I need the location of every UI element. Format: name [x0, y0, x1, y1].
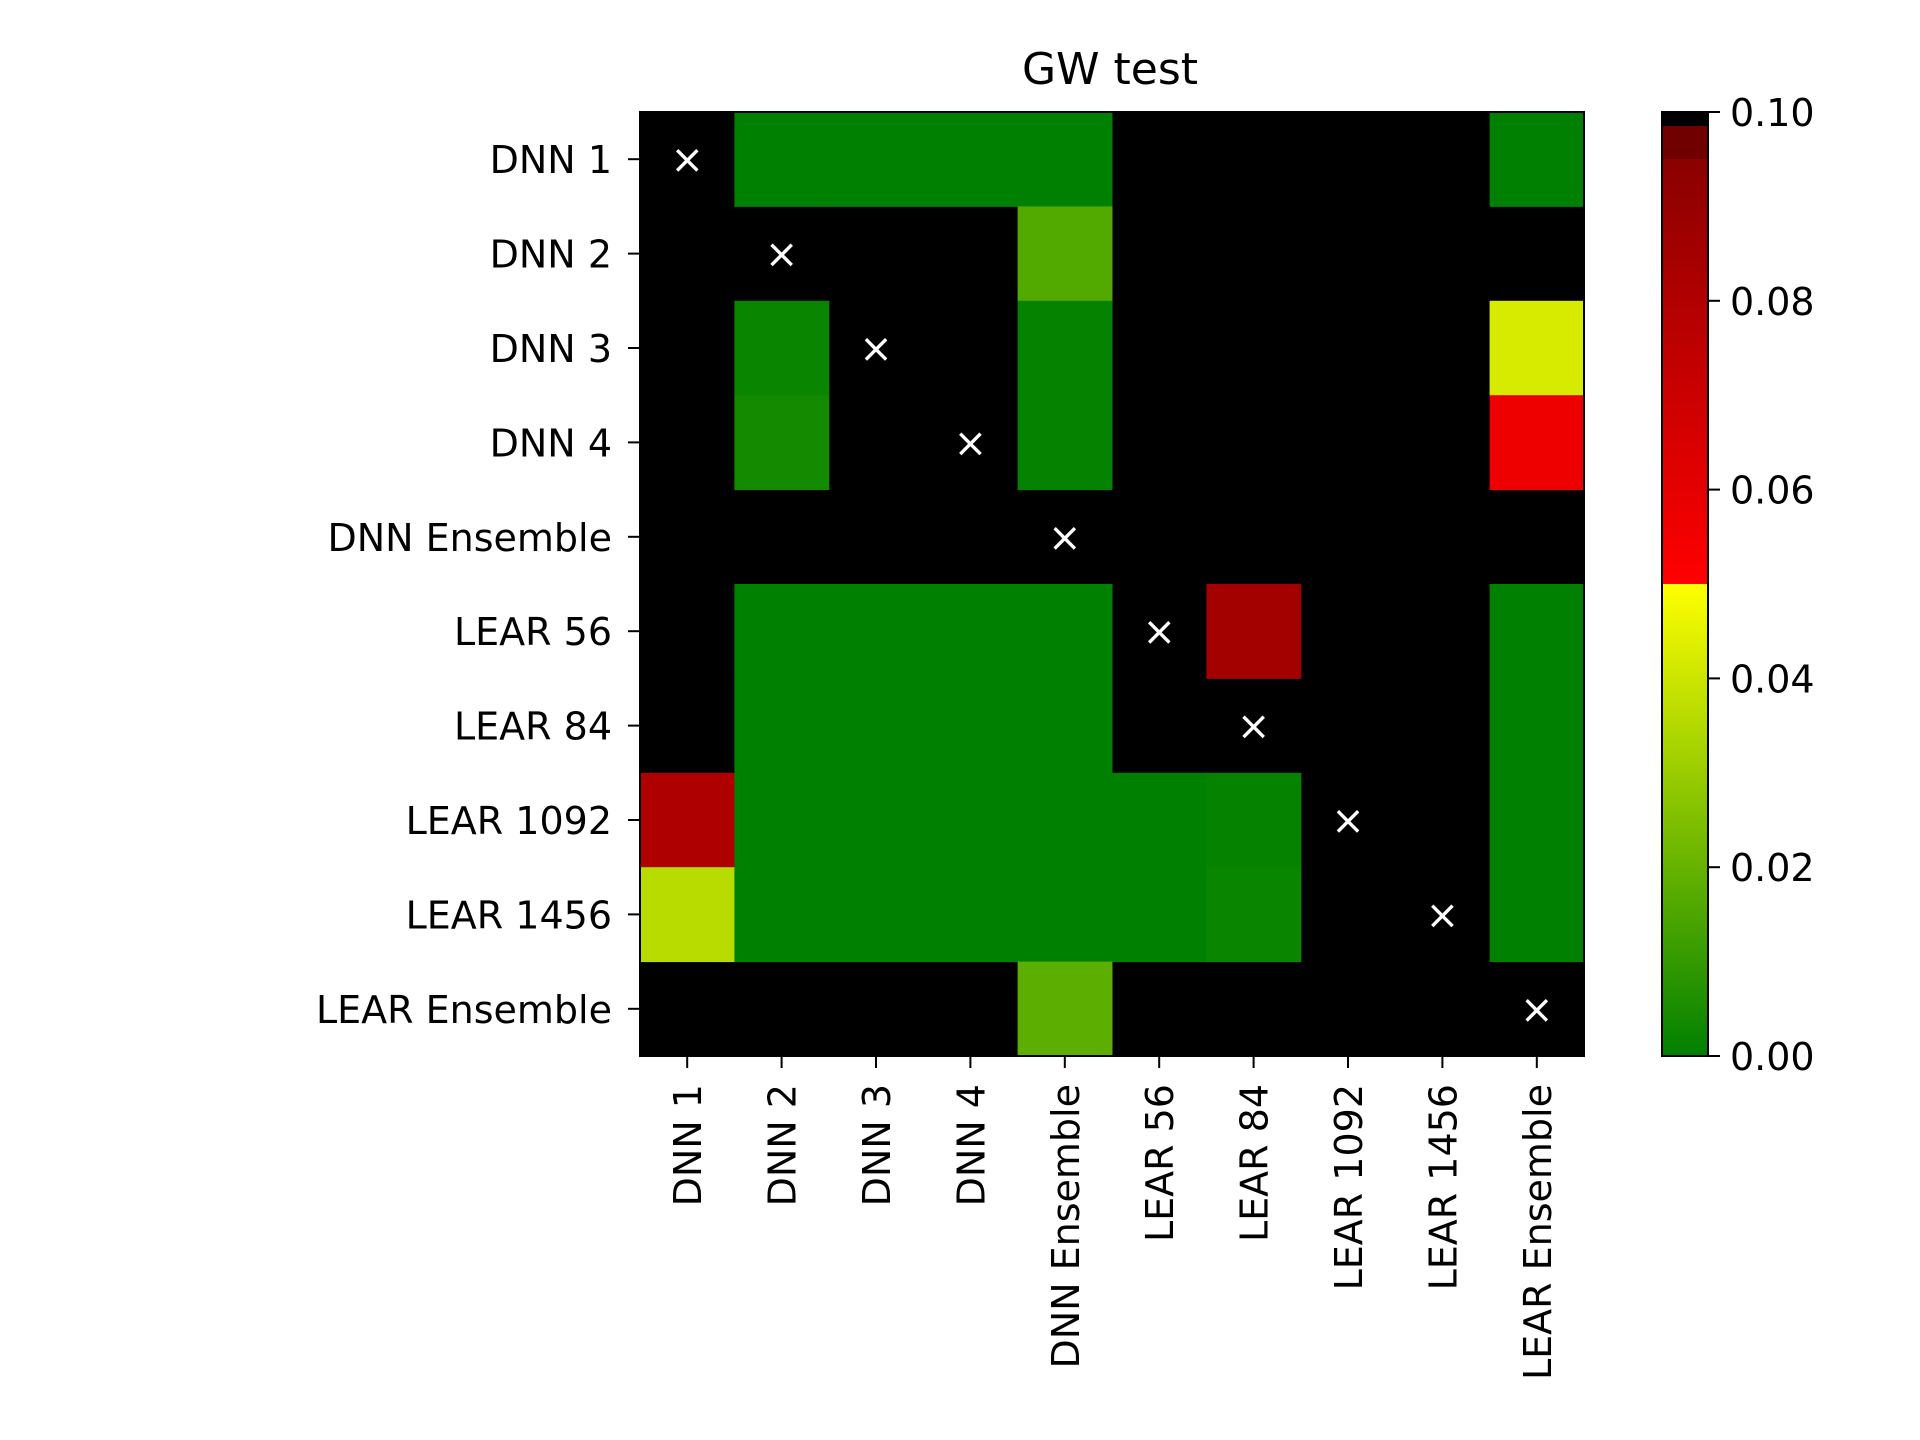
colorbar-tick-label: 0.00: [1730, 1035, 1815, 1079]
x-tick-label: DNN 4: [949, 1084, 993, 1206]
heatmap-cell: [1489, 584, 1585, 679]
heatmap-cell: [734, 112, 830, 207]
heatmap-cell: [734, 678, 830, 774]
heatmap-cell: [1489, 395, 1585, 491]
colorbar-gradient: [1661, 111, 1709, 1057]
colorbar: 0.00 0.02 0.04 0.06 0.08 0.10: [1661, 91, 1815, 1079]
heatmap-cell: [828, 772, 924, 868]
heatmap-cell: [734, 300, 830, 396]
heatmap-cell: [734, 867, 830, 963]
diagonal-marker: ×: [954, 420, 988, 466]
y-tick-label: LEAR Ensemble: [316, 988, 612, 1032]
x-tick-label: LEAR 1456: [1421, 1084, 1465, 1290]
heatmap-cell: [1112, 867, 1207, 963]
y-tick-label: DNN 2: [490, 233, 612, 277]
diagonal-marker: ×: [1426, 892, 1460, 938]
y-tick-label: LEAR 84: [454, 705, 612, 749]
colorbar-tick-label: 0.08: [1730, 280, 1815, 324]
heatmap-cell: [1017, 961, 1113, 1057]
heatmap-cell: [923, 678, 1019, 774]
heatmap-cell: [923, 772, 1019, 868]
heatmap-cell: [1489, 772, 1585, 868]
y-tick-label: DNN 3: [490, 327, 612, 371]
heatmap-cell: [1206, 867, 1302, 963]
y-axis: DNN 1 DNN 2 DNN 3 DNN 4 DNN Ensemble LEAR 56 L…: [316, 138, 640, 1032]
x-tick-label: DNN 3: [855, 1084, 899, 1206]
diagonal-markers: × × × × × × × × × ×: [670, 137, 1553, 1033]
chart-title: GW test: [1022, 44, 1198, 95]
heatmap-cell: [640, 867, 735, 963]
diagonal-marker: ×: [1520, 987, 1554, 1033]
heatmap-cell: [1017, 678, 1113, 774]
x-tick-label: LEAR 1092: [1327, 1084, 1371, 1290]
heatmap-cell: [1489, 678, 1585, 774]
heatmap-cell: [1489, 112, 1585, 207]
heatmap-cell: [1489, 867, 1585, 963]
heatmap-cell: [1206, 584, 1302, 679]
heatmap-cell: [828, 678, 924, 774]
x-tick-label: DNN 2: [761, 1084, 805, 1206]
y-tick-label: LEAR 1456: [406, 893, 612, 937]
heatmap-cell: [828, 584, 924, 679]
plot-frame: [639, 111, 1585, 1057]
diagonal-marker: ×: [1331, 798, 1365, 844]
heatmap-cell: [1206, 772, 1302, 868]
heatmap-cell: [1489, 300, 1585, 396]
heatmap-cell: [734, 584, 830, 679]
diagonal-marker: ×: [765, 232, 799, 278]
heatmap-cell: [923, 112, 1019, 207]
heatmap-cell: [1017, 112, 1113, 207]
x-tick-label: LEAR 84: [1233, 1084, 1277, 1242]
heatmap-cell: [828, 112, 924, 207]
y-tick-label: LEAR 1092: [406, 799, 612, 843]
diagonal-marker: ×: [670, 137, 704, 183]
heatmap-cell: [734, 772, 830, 868]
diagonal-marker: ×: [1048, 515, 1082, 561]
heatmap-cell: [828, 867, 924, 963]
colorbar-tick-label: 0.06: [1730, 469, 1815, 513]
x-tick-label: LEAR 56: [1138, 1084, 1182, 1242]
y-tick-label: LEAR 56: [454, 610, 612, 654]
x-tick-label: DNN 1: [666, 1084, 710, 1206]
x-tick-label: LEAR Ensemble: [1516, 1084, 1560, 1380]
heatmap-cell: [1017, 395, 1113, 491]
heatmap-cell: [923, 867, 1019, 963]
y-tick-label: DNN 4: [490, 421, 612, 465]
heatmap-cell: [1017, 584, 1113, 679]
diagonal-marker: ×: [1142, 609, 1176, 655]
heatmap-cell: [1112, 772, 1207, 868]
heatmap-cell: [1017, 867, 1113, 963]
colorbar-tick-label: 0.02: [1730, 846, 1815, 890]
colorbar-tick-label: 0.10: [1730, 91, 1815, 135]
diagonal-marker: ×: [1237, 704, 1271, 750]
heatmap-cells: [639, 111, 1585, 1057]
heatmap-cell: [1017, 772, 1113, 868]
x-tick-label: DNN Ensemble: [1044, 1084, 1088, 1369]
heatmap-cell: [1017, 206, 1113, 302]
heatmap-cell: [734, 395, 830, 491]
heatmap-cell: [923, 584, 1019, 679]
y-tick-label: DNN 1: [490, 138, 612, 182]
diagonal-marker: ×: [859, 326, 893, 372]
x-axis: DNN 1 DNN 2 DNN 3 DNN 4 DNN Ensemble LEAR 56 L…: [666, 1056, 1560, 1380]
heatmap-cell: [1017, 300, 1113, 396]
heatmap-cell: [640, 772, 735, 868]
colorbar-tick-label: 0.04: [1730, 657, 1815, 701]
y-tick-label: DNN Ensemble: [327, 516, 612, 560]
